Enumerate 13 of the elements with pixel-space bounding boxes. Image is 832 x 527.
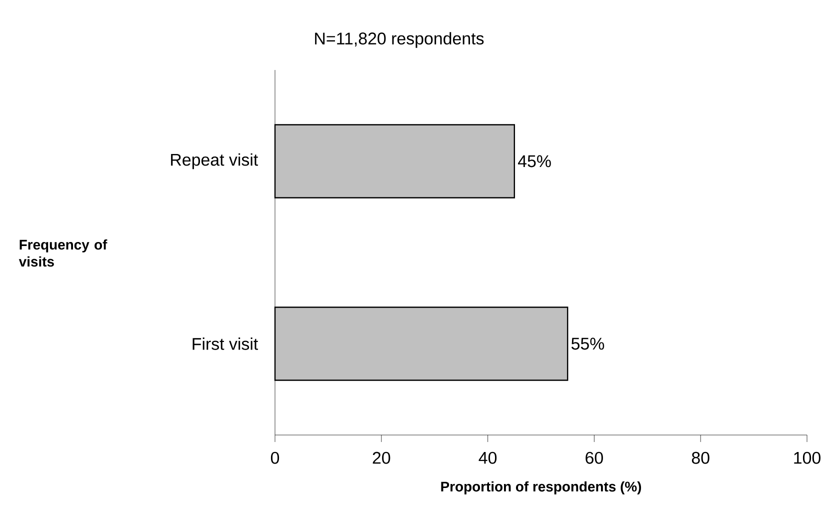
y-axis-title: Frequency of visits — [18, 239, 108, 267]
chart-title: N=11,820 respondents — [315, 32, 484, 48]
x-tick-label: 40 — [478, 452, 497, 464]
x-tick-label: 80 — [692, 452, 710, 464]
x-tick-label: 60 — [586, 452, 603, 464]
y-tick-label: Repeat visit — [171, 153, 258, 170]
x-tick-label: 100 — [794, 452, 820, 464]
x-tick-label: 20 — [372, 452, 390, 464]
data-label: 55% — [571, 338, 604, 350]
x-axis-title: Proportion of respondents (%) — [441, 481, 642, 494]
y-tick-label: First visit — [192, 338, 258, 350]
x-tick-label: 0 — [270, 452, 280, 464]
data-label: 45% — [518, 155, 551, 168]
